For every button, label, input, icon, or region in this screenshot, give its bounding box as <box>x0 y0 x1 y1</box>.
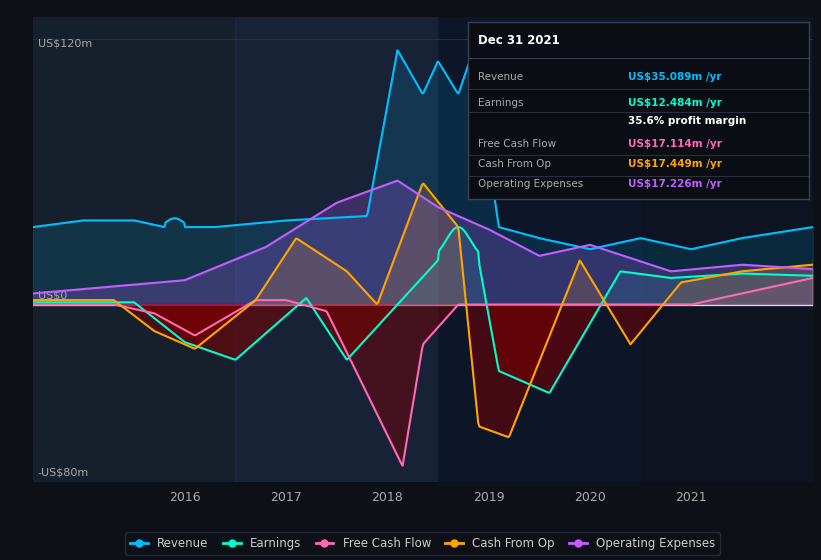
Text: Dec 31 2021: Dec 31 2021 <box>478 34 560 46</box>
Bar <box>236 17 438 482</box>
Text: US$35.089m /yr: US$35.089m /yr <box>628 72 722 82</box>
Text: US$17.114m /yr: US$17.114m /yr <box>628 139 722 149</box>
Text: US$120m: US$120m <box>38 39 92 49</box>
Bar <box>438 17 640 482</box>
Text: US$17.226m /yr: US$17.226m /yr <box>628 179 722 189</box>
Text: US$0: US$0 <box>38 290 67 300</box>
Text: 35.6% profit margin: 35.6% profit margin <box>628 116 746 126</box>
Text: Earnings: Earnings <box>478 97 524 108</box>
Text: Free Cash Flow: Free Cash Flow <box>478 139 557 149</box>
Text: -US$80m: -US$80m <box>38 467 89 477</box>
Text: US$12.484m /yr: US$12.484m /yr <box>628 97 722 108</box>
Text: Revenue: Revenue <box>478 72 523 82</box>
Text: Operating Expenses: Operating Expenses <box>478 179 584 189</box>
Legend: Revenue, Earnings, Free Cash Flow, Cash From Op, Operating Expenses: Revenue, Earnings, Free Cash Flow, Cash … <box>126 532 720 555</box>
Text: Cash From Op: Cash From Op <box>478 158 551 169</box>
Text: US$17.449m /yr: US$17.449m /yr <box>628 158 722 169</box>
Bar <box>33 17 236 482</box>
Bar <box>640 17 813 482</box>
